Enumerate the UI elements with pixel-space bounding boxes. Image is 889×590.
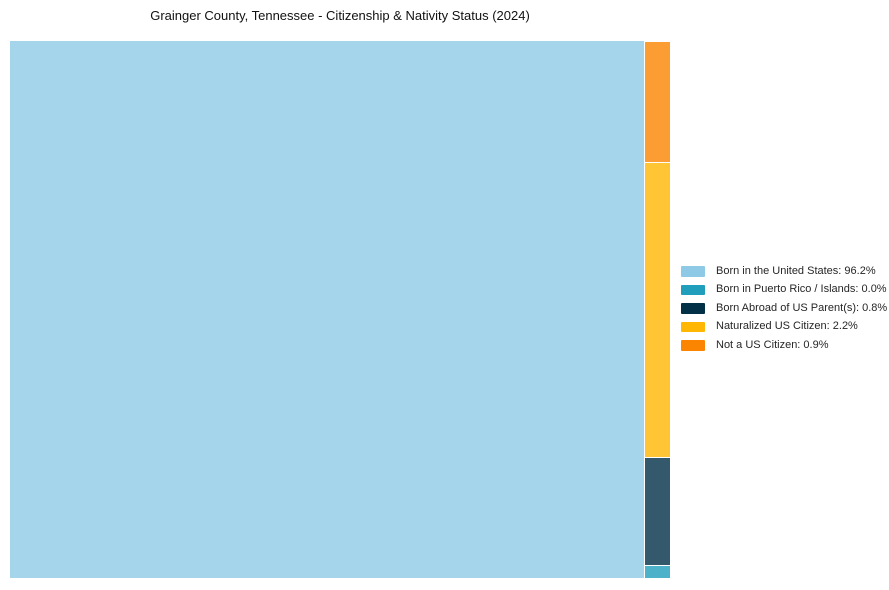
treemap-plot-area [10, 41, 670, 578]
legend-swatch-born-abroad-of-us-parents [681, 303, 705, 314]
legend-swatch-born-in-puerto-rico-islands [681, 284, 705, 295]
legend-swatch-naturalized-us-citizen [681, 321, 705, 332]
legend-label: Born in the United States: 96.2% [716, 264, 876, 277]
treemap-tile-born-abroad-of-us-parents [645, 458, 670, 565]
legend-item-naturalized-us-citizen: Naturalized US Citizen: 2.2% [681, 318, 887, 337]
treemap-tile-born-in-the-united-states [10, 41, 644, 578]
legend-item-born-in-puerto-rico-islands: Born in Puerto Rico / Islands: 0.0% [681, 281, 887, 300]
legend-item-not-a-us-citizen: Not a US Citizen: 0.9% [681, 336, 887, 355]
legend-swatch-born-in-the-united-states [681, 266, 705, 277]
legend-label: Naturalized US Citizen: 2.2% [716, 320, 858, 333]
legend-label: Born in Puerto Rico / Islands: 0.0% [716, 283, 887, 296]
legend-label: Not a US Citizen: 0.9% [716, 338, 829, 351]
treemap-tile-born-in-puerto-rico-islands [645, 566, 670, 578]
treemap-tile-naturalized-us-citizen [645, 163, 670, 457]
legend-item-born-in-the-united-states: Born in the United States: 96.2% [681, 262, 887, 281]
chart-title: Grainger County, Tennessee - Citizenship… [150, 8, 530, 23]
legend-item-born-abroad-of-us-parents: Born Abroad of US Parent(s): 0.8% [681, 299, 887, 318]
legend: Born in the United States: 96.2% Born in … [681, 262, 887, 355]
legend-swatch-not-a-us-citizen [681, 340, 705, 351]
legend-label: Born Abroad of US Parent(s): 0.8% [716, 301, 888, 314]
treemap-tile-not-a-us-citizen [645, 42, 670, 162]
